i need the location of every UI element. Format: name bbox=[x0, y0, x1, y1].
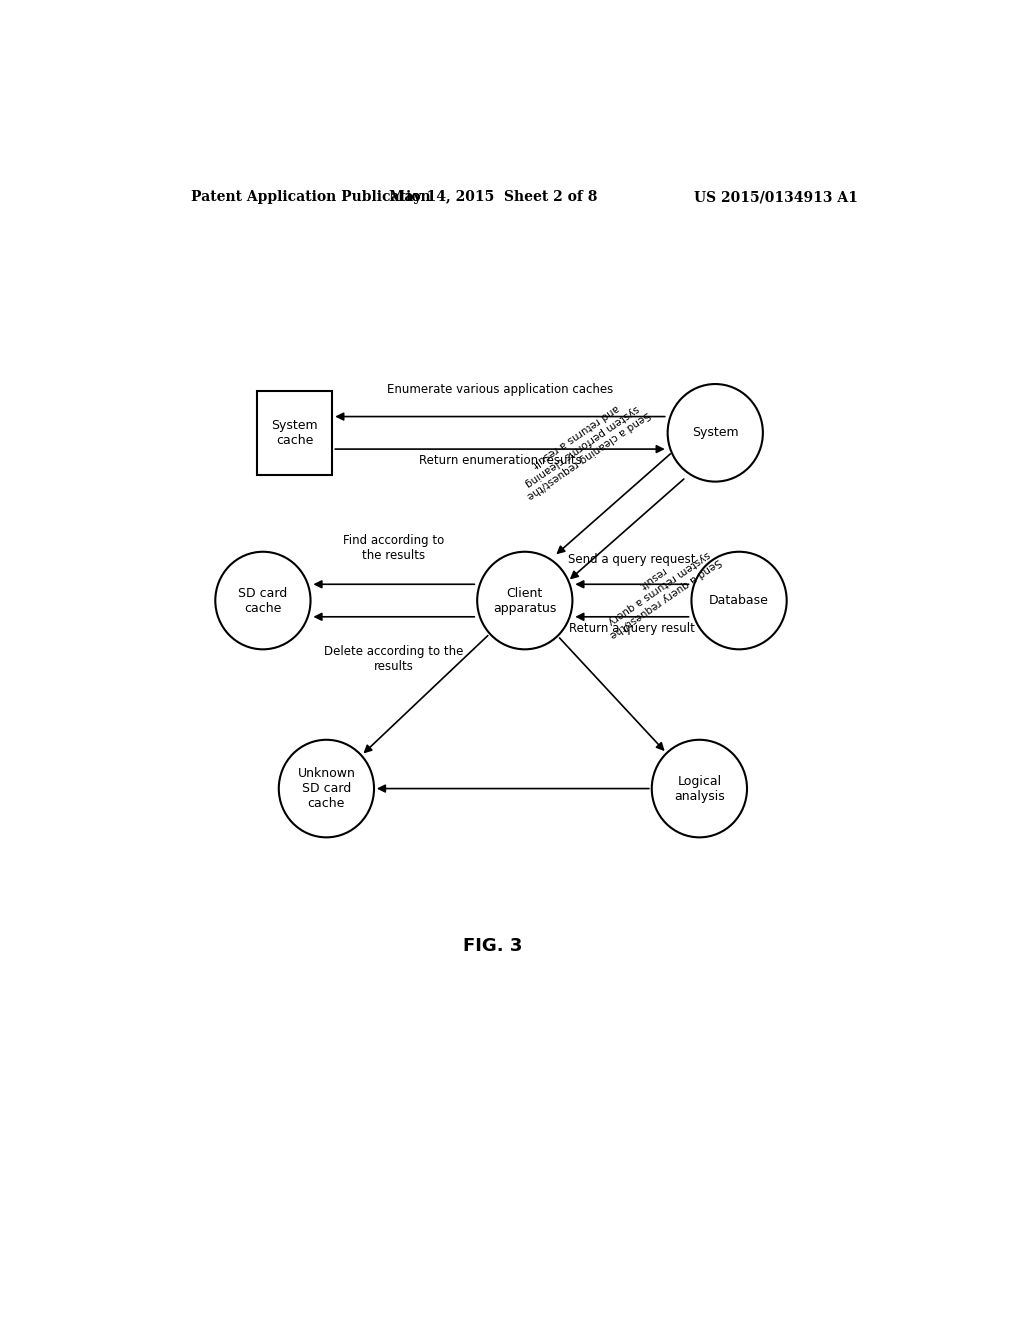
Text: FIG. 3: FIG. 3 bbox=[464, 937, 522, 956]
Text: Patent Application Publication: Patent Application Publication bbox=[191, 190, 431, 205]
Text: Send a query request: Send a query request bbox=[568, 553, 695, 566]
Text: Find according to
the results: Find according to the results bbox=[343, 533, 444, 562]
Text: Unknown
SD card
cache: Unknown SD card cache bbox=[297, 767, 355, 810]
Text: Send a query request/the
system returns a query
result: Send a query request/the system returns … bbox=[594, 536, 722, 639]
Text: System: System bbox=[692, 426, 738, 440]
Text: May 14, 2015  Sheet 2 of 8: May 14, 2015 Sheet 2 of 8 bbox=[389, 190, 597, 205]
Text: Return a query result: Return a query result bbox=[569, 622, 695, 635]
Text: SD card
cache: SD card cache bbox=[239, 586, 288, 615]
Text: Return enumeration results: Return enumeration results bbox=[419, 454, 582, 467]
Text: System
cache: System cache bbox=[271, 418, 318, 447]
Text: Send a cleaning request/the
system performs cleaning
and returns a result: Send a cleaning request/the system perfo… bbox=[512, 391, 652, 500]
Text: Logical
analysis: Logical analysis bbox=[674, 775, 725, 803]
Text: Enumerate various application caches: Enumerate various application caches bbox=[387, 383, 613, 396]
Text: Database: Database bbox=[710, 594, 769, 607]
Text: Delete according to the
results: Delete according to the results bbox=[325, 645, 464, 673]
Text: US 2015/0134913 A1: US 2015/0134913 A1 bbox=[694, 190, 858, 205]
Text: Client
apparatus: Client apparatus bbox=[494, 586, 556, 615]
